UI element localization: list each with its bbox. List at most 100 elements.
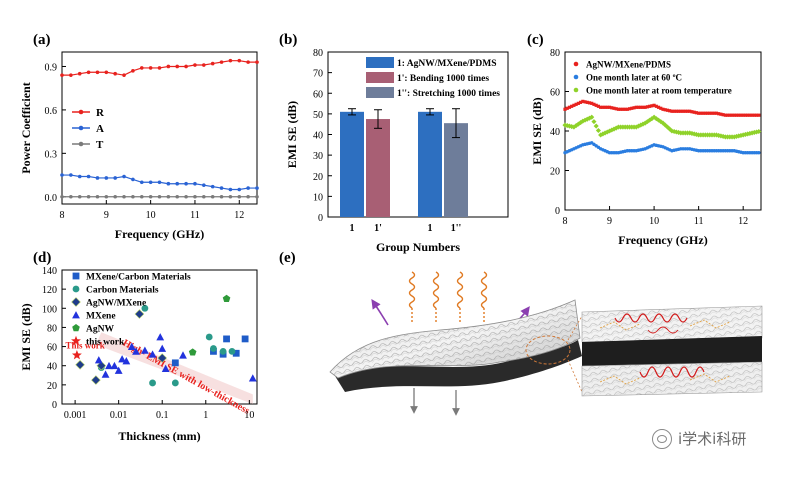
data-point-triangle bbox=[158, 344, 167, 352]
data-point-pristine bbox=[565, 106, 569, 110]
data-point-pristine bbox=[697, 111, 701, 115]
data-point-R bbox=[166, 64, 171, 69]
data-point-triangle bbox=[140, 346, 149, 354]
x-tick-label: 9 bbox=[104, 210, 109, 221]
data-point-triangle bbox=[127, 342, 136, 350]
data-point-pristine bbox=[639, 105, 643, 109]
panel-label-a: (a) bbox=[33, 32, 51, 48]
x-tick-label: 0.01 bbox=[110, 410, 128, 421]
legend-marker bbox=[573, 61, 579, 67]
legend-label: A bbox=[96, 123, 104, 135]
data-point-pristine bbox=[723, 113, 727, 117]
data-point-pristine bbox=[605, 105, 609, 109]
data-point-pristine bbox=[592, 102, 596, 106]
x-tick-label: 0.1 bbox=[156, 410, 169, 421]
data-point-pristine bbox=[721, 113, 725, 117]
y-tick-label: 20 bbox=[47, 381, 57, 392]
data-point-T bbox=[175, 194, 180, 199]
legend-label: 1': Bending 1000 times bbox=[397, 74, 489, 84]
x-tick-label: 9 bbox=[607, 216, 612, 227]
y-tick-label: 20 bbox=[313, 172, 323, 183]
data-point-T bbox=[77, 194, 82, 199]
x-tick-label: 11 bbox=[694, 216, 704, 227]
data-point-diamond bbox=[157, 353, 168, 363]
data-point-pristine bbox=[692, 110, 696, 114]
data-point-triangle bbox=[179, 351, 187, 359]
plot-frame bbox=[61, 269, 258, 405]
watermark: i学术i科研 bbox=[652, 428, 746, 449]
y-tick-label: 20 bbox=[550, 167, 560, 178]
legend-marker bbox=[71, 335, 81, 346]
data-point-pristine bbox=[585, 100, 589, 104]
bar-1 bbox=[418, 111, 442, 217]
data-point-A bbox=[175, 181, 180, 186]
data-point-A bbox=[69, 173, 73, 177]
y-tick-label: 80 bbox=[313, 48, 323, 59]
data-point-pristine bbox=[674, 109, 678, 113]
x-tick-label: 0.001 bbox=[64, 410, 87, 421]
data-point-R bbox=[131, 69, 135, 73]
data-point-circle bbox=[149, 379, 156, 387]
data-point-A bbox=[95, 176, 100, 180]
data-point-T bbox=[184, 194, 188, 199]
data-point-triangle bbox=[101, 370, 110, 378]
data-point-pristine bbox=[570, 104, 574, 108]
data-point-T bbox=[139, 194, 144, 199]
data-point-room-temp bbox=[593, 123, 599, 129]
panel-label-b: (b) bbox=[279, 32, 297, 48]
data-point-A bbox=[210, 184, 215, 189]
data-point-pristine bbox=[712, 111, 716, 115]
y-tick-label: 0 bbox=[318, 213, 323, 224]
y-tick-label: 0 bbox=[52, 400, 57, 411]
bar-1'' bbox=[444, 123, 468, 217]
y-tick-label: 50 bbox=[313, 110, 323, 121]
data-point-pristine bbox=[690, 110, 694, 114]
cross-section-inset bbox=[581, 305, 763, 397]
data-point-pristine bbox=[627, 107, 632, 111]
data-point-pristine bbox=[734, 113, 739, 117]
x-tick-label: 1' bbox=[374, 223, 382, 234]
y-tick-label: 0 bbox=[555, 206, 560, 217]
data-point-A bbox=[157, 180, 162, 185]
data-point-T bbox=[210, 194, 215, 199]
data-point-pristine bbox=[739, 113, 743, 117]
incident-wave-icons bbox=[408, 271, 488, 322]
x-tick-label: 1 bbox=[350, 223, 355, 234]
data-point-pristine bbox=[567, 105, 572, 109]
data-point-R bbox=[193, 63, 197, 67]
data-point-pristine bbox=[661, 107, 665, 111]
data-point-pristine bbox=[743, 113, 748, 117]
legend-label: One month later at 60 ºC bbox=[586, 73, 682, 83]
data-point-R bbox=[69, 73, 73, 77]
y-tick-label: 0.9 bbox=[45, 62, 58, 73]
data-point-pristine bbox=[563, 107, 567, 111]
data-point-T bbox=[86, 194, 91, 199]
data-point-T bbox=[237, 194, 242, 199]
data-point-pristine bbox=[619, 107, 623, 111]
data-point-pristine bbox=[583, 100, 587, 104]
data-point-A bbox=[139, 180, 144, 185]
data-point-pristine bbox=[576, 101, 580, 105]
legend-swatch bbox=[366, 72, 394, 83]
data-point-R bbox=[246, 60, 250, 64]
x-axis-label: Frequency (GHz) bbox=[618, 233, 707, 247]
legend-label: One month later at room temperature bbox=[586, 86, 732, 96]
data-point-pristine bbox=[614, 107, 618, 111]
data-point-pristine bbox=[705, 111, 710, 115]
data-point-circle bbox=[219, 347, 227, 355]
data-point-triangle bbox=[122, 357, 131, 365]
data-point-pristine bbox=[632, 106, 636, 110]
data-point-star bbox=[71, 349, 82, 360]
data-point-pentagon bbox=[188, 348, 197, 356]
y-axis-label: EMI SE (dB) bbox=[285, 101, 299, 168]
data-point-T bbox=[193, 194, 197, 199]
data-point-triangle bbox=[248, 374, 257, 382]
data-point-pristine bbox=[752, 113, 756, 117]
data-point-R bbox=[104, 70, 109, 75]
y-tick-label: 40 bbox=[550, 127, 560, 138]
data-point-R bbox=[157, 66, 162, 70]
data-point-pristine bbox=[634, 105, 638, 109]
data-point-A bbox=[122, 174, 126, 179]
y-axis-label: EMI SE (dB) bbox=[530, 97, 544, 164]
data-point-triangle bbox=[148, 350, 157, 358]
